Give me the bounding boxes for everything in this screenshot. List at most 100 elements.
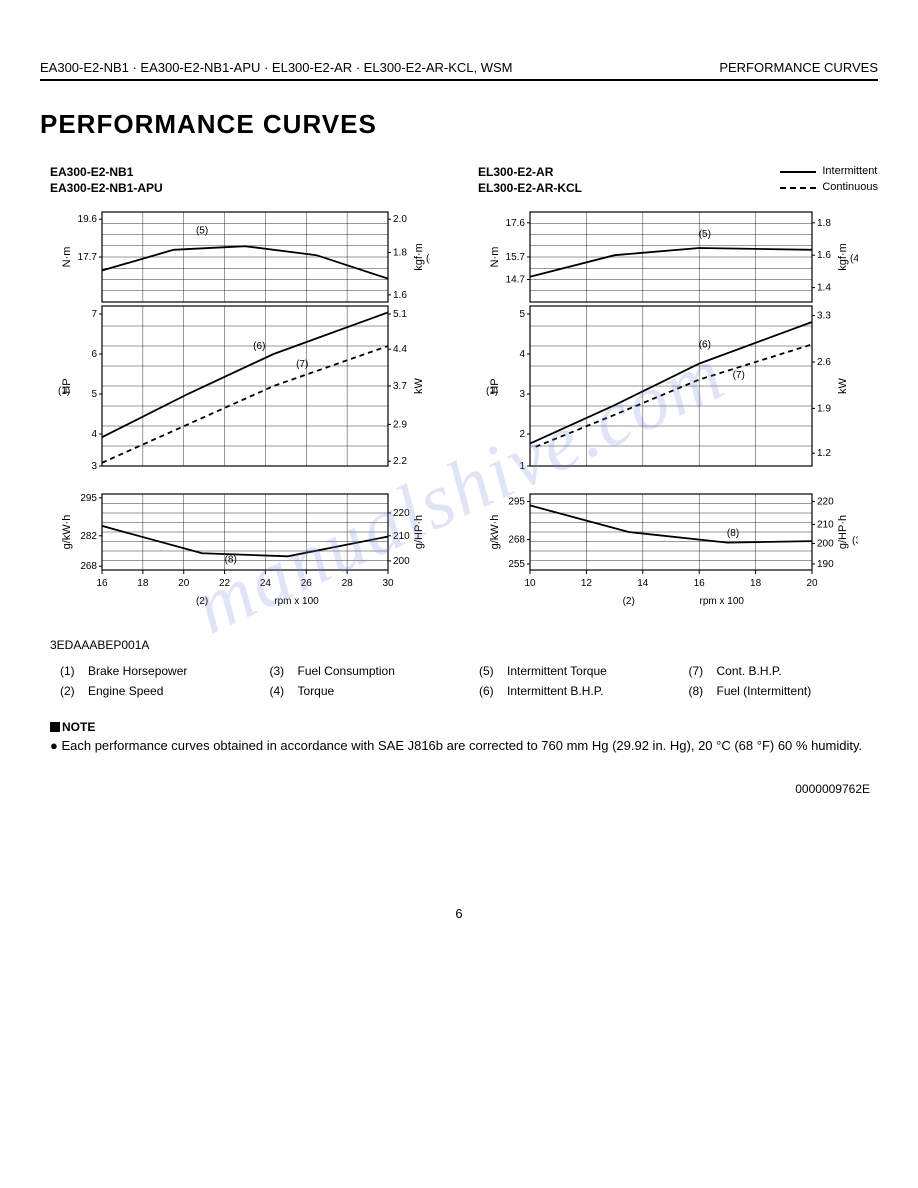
svg-text:1.6: 1.6: [393, 290, 407, 301]
legend-continuous: Continuous: [822, 180, 878, 196]
header-left: EA300-E2-NB1 · EA300-E2-NB1-APU · EL300-…: [40, 60, 513, 75]
svg-text:1.8: 1.8: [393, 248, 407, 259]
svg-text:268: 268: [508, 535, 525, 546]
chart-left-col: EA300-E2-NB1 EA300-E2-NB1-APU 19.6 17.7 2.…: [50, 164, 450, 624]
svg-text:N·m: N·m: [61, 247, 73, 268]
svg-text:g/kW·h: g/kW·h: [61, 515, 73, 550]
page-title: PERFORMANCE CURVES: [40, 109, 878, 140]
svg-text:g/HP·h: g/HP·h: [837, 515, 849, 549]
legend-text: Torque: [298, 684, 335, 698]
legend-list: (1)Brake Horsepower (3)Fuel Consumption (5…: [40, 664, 878, 698]
legend-text: Fuel (Intermittent): [717, 684, 812, 698]
legend-num: (7): [689, 664, 709, 678]
svg-text:1.8: 1.8: [817, 218, 831, 229]
svg-text:220: 220: [393, 508, 410, 519]
legend-item: (5) Intermittent Torque: [479, 664, 669, 678]
note-text: ● Each performance curves obtained in ac…: [50, 736, 878, 756]
legend-item: (1)Brake Horsepower: [60, 664, 250, 678]
legend-num: (6): [479, 684, 499, 698]
svg-text:20: 20: [178, 578, 190, 589]
chart-left-title-1: EA300-E2-NB1: [50, 164, 163, 180]
legend-num: (1): [60, 664, 80, 678]
svg-text:kW: kW: [837, 378, 849, 395]
legend-text: Intermittent Torque: [507, 664, 607, 678]
svg-text:5.1: 5.1: [393, 309, 407, 320]
svg-text:(2): (2): [196, 596, 208, 607]
svg-text:3.3: 3.3: [817, 311, 831, 322]
legend-text: Cont. B.H.P.: [717, 664, 782, 678]
svg-text:(8): (8): [727, 528, 739, 539]
legend-item: (7) Cont. B.H.P.: [689, 664, 879, 678]
legend-num: (8): [689, 684, 709, 698]
svg-text:1.9: 1.9: [817, 404, 831, 415]
svg-text:14.7: 14.7: [506, 275, 526, 286]
svg-text:15.7: 15.7: [506, 252, 526, 263]
svg-text:16: 16: [694, 578, 706, 589]
chart-right-title-1: EL300-E2-AR: [478, 164, 582, 180]
svg-text:6: 6: [91, 349, 97, 360]
svg-text:(7): (7): [733, 370, 745, 381]
svg-text:rpm x 100: rpm x 100: [700, 596, 745, 607]
svg-text:1.6: 1.6: [817, 251, 831, 262]
svg-text:(7): (7): [296, 359, 308, 370]
svg-text:kgf·m: kgf·m: [837, 244, 849, 272]
legend-num: (4): [270, 684, 290, 698]
svg-text:16: 16: [96, 578, 108, 589]
solid-line-icon: [780, 171, 816, 173]
svg-text:rpm x 100: rpm x 100: [274, 596, 319, 607]
page-number: 6: [40, 906, 878, 921]
svg-text:190: 190: [817, 559, 834, 570]
legend-text: Engine Speed: [88, 684, 163, 698]
legend-intermittent: Intermittent: [822, 164, 877, 180]
legend-num: (5): [479, 664, 499, 678]
svg-text:18: 18: [137, 578, 149, 589]
legend-item: (4) Torque: [270, 684, 460, 698]
svg-text:kW: kW: [413, 378, 425, 395]
figure-code: 3EDAAABEP001A: [50, 638, 878, 652]
dash-line-icon: [780, 187, 816, 189]
svg-text:1.4: 1.4: [817, 283, 831, 294]
line-legend: Intermittent Continuous: [780, 164, 878, 196]
legend-text: Intermittent B.H.P.: [507, 684, 604, 698]
header-right: PERFORMANCE CURVES: [719, 60, 878, 75]
svg-text:255: 255: [508, 559, 525, 570]
svg-text:5: 5: [91, 389, 97, 400]
svg-text:(2): (2): [623, 596, 635, 607]
svg-text:3: 3: [91, 461, 97, 472]
svg-text:4: 4: [519, 349, 525, 360]
svg-text:210: 210: [393, 531, 410, 542]
svg-text:200: 200: [393, 556, 410, 567]
note-block: NOTE ● Each performance curves obtained …: [50, 720, 878, 756]
legend-item: (8) Fuel (Intermittent): [689, 684, 879, 698]
svg-text:220: 220: [817, 497, 834, 508]
svg-text:2.6: 2.6: [817, 357, 831, 368]
svg-text:(1): (1): [486, 386, 498, 397]
svg-text:2.9: 2.9: [393, 420, 407, 431]
svg-text:10: 10: [524, 578, 536, 589]
svg-text:(1): (1): [58, 386, 70, 397]
chart-left: 19.617.72.01.81.6N·mkgf·m(5)(4)765435.14…: [50, 204, 450, 624]
svg-text:(3): (3): [852, 536, 858, 547]
svg-text:17.7: 17.7: [78, 252, 98, 263]
chart-right-col: EL300-E2-AR EL300-E2-AR-KCL Intermittent…: [478, 164, 878, 624]
svg-text:12: 12: [581, 578, 593, 589]
svg-text:200: 200: [817, 539, 834, 550]
svg-text:22: 22: [219, 578, 231, 589]
svg-text:282: 282: [80, 531, 97, 542]
svg-text:2.2: 2.2: [393, 457, 407, 468]
svg-text:295: 295: [80, 493, 97, 504]
legend-item: (2)Engine Speed: [60, 684, 250, 698]
svg-text:(5): (5): [699, 230, 711, 241]
svg-text:g/kW·h: g/kW·h: [489, 515, 501, 550]
legend-item: (3)Fuel Consumption: [270, 664, 460, 678]
chart-right: 17.615.714.71.81.61.4N·mkgf·m(5)(4)54321…: [478, 204, 878, 624]
svg-text:(6): (6): [253, 342, 265, 353]
note-square-icon: [50, 722, 60, 732]
svg-text:2.0: 2.0: [393, 215, 407, 226]
svg-text:(8): (8): [225, 555, 237, 566]
svg-text:14: 14: [637, 578, 649, 589]
svg-text:19.6: 19.6: [78, 215, 98, 226]
svg-text:268: 268: [80, 562, 97, 573]
chart-left-title-2: EA300-E2-NB1-APU: [50, 180, 163, 196]
note-label: NOTE: [62, 720, 95, 734]
